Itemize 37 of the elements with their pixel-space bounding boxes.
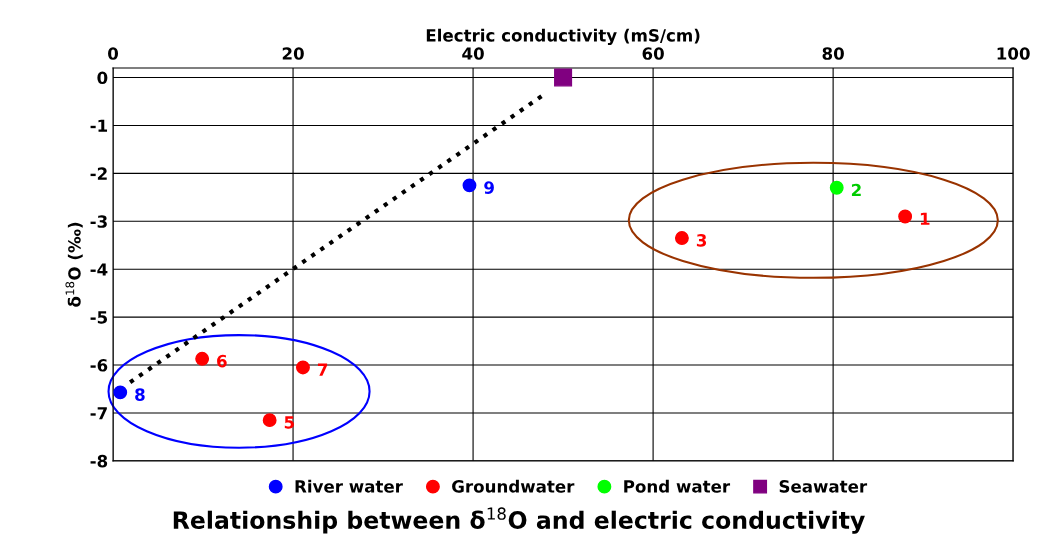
annotation: 7 <box>317 363 328 376</box>
point <box>829 180 844 195</box>
y-tick-label: -7 <box>90 407 107 420</box>
x-tick-label: 20 <box>282 47 304 60</box>
legend-label: Pond water <box>624 479 731 493</box>
point <box>898 209 913 224</box>
point <box>674 231 689 246</box>
point <box>195 351 210 366</box>
legend-label: River water <box>295 479 403 493</box>
annotation: 3 <box>696 234 707 247</box>
annotation: 9 <box>484 181 494 194</box>
y-tick-label: -8 <box>90 454 108 468</box>
legend-label: Groundwater <box>452 479 575 493</box>
x-tick-label: 60 <box>642 47 664 60</box>
annotation: 8 <box>135 388 145 401</box>
x-tick-label: 40 <box>462 47 484 60</box>
y-tick-label: -2 <box>90 167 107 180</box>
x-tick-label: 80 <box>822 47 844 60</box>
y-axis-title: δ$^{18}$O (‰) <box>65 222 83 307</box>
annotation: 2 <box>851 183 861 197</box>
x-tick-label: 100 <box>997 47 1030 60</box>
y-tick-label: -4 <box>90 263 108 276</box>
x-tick-label: 0 <box>108 47 119 60</box>
text: Relationship between δ$^{18}$O and electric conductivity <box>173 507 865 534</box>
point <box>262 413 277 428</box>
x-axis-title: Electric conductivity (mS/cm) <box>426 28 700 45</box>
y-tick-label: 0 <box>97 71 108 85</box>
legend-label: Seawater <box>779 480 868 493</box>
annotation: 6 <box>217 354 227 368</box>
y-tick-label: -6 <box>90 359 108 372</box>
y-tick-label: -3 <box>90 215 107 228</box>
y-tick-label: -5 <box>90 311 108 324</box>
point <box>462 178 477 193</box>
y-tick-label: -1 <box>90 119 108 132</box>
point <box>554 68 573 87</box>
point <box>296 360 310 375</box>
point <box>113 385 128 400</box>
